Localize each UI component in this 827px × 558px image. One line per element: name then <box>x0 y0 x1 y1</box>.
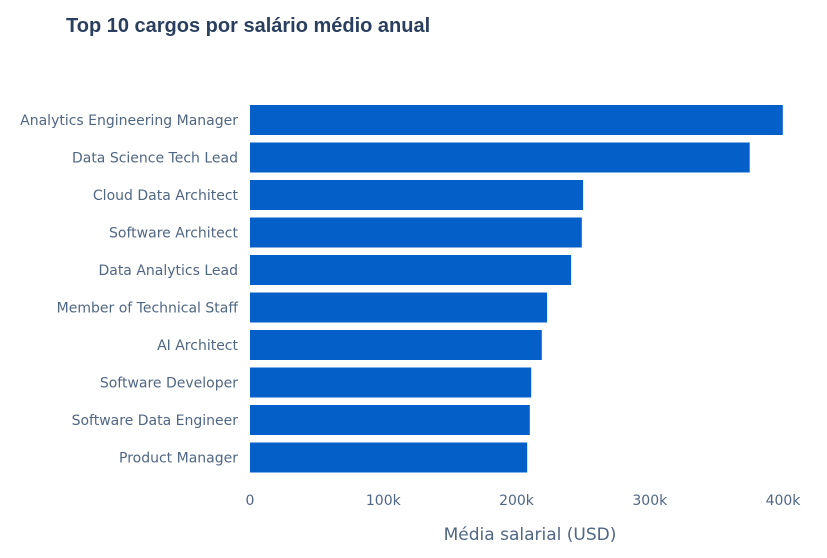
category-label: AI Architect <box>157 338 238 354</box>
bar <box>250 330 542 360</box>
category-label: Analytics Engineering Manager <box>20 113 238 129</box>
bar <box>250 142 750 173</box>
bar <box>250 367 532 398</box>
category-label: Software Data Engineer <box>72 413 239 429</box>
category-labels: Analytics Engineering Manager Data Scienc… <box>20 113 238 467</box>
chart-title: Top 10 cargos por salário médio anual <box>66 15 430 37</box>
x-tick-label: 300k <box>632 493 668 509</box>
bar <box>250 255 572 285</box>
x-tick-label: 200k <box>499 493 535 509</box>
bars-group <box>250 105 783 473</box>
bar <box>250 405 530 435</box>
category-label: Member of Technical Staff <box>57 301 239 317</box>
bar <box>250 217 582 248</box>
x-tick-label: 0 <box>246 493 255 509</box>
bar <box>250 292 548 323</box>
bar <box>250 442 528 473</box>
x-axis-title: Média salarial (USD) <box>444 525 617 545</box>
bar <box>250 180 584 210</box>
category-label: Software Architect <box>109 226 238 242</box>
category-label: Software Developer <box>100 376 238 392</box>
category-label: Data Science Tech Lead <box>72 151 238 167</box>
x-tick-label: 400k <box>766 493 802 509</box>
x-tick-label: 100k <box>366 493 402 509</box>
category-label: Data Analytics Lead <box>98 263 238 279</box>
bar <box>250 105 783 135</box>
category-label: Cloud Data Architect <box>93 188 239 204</box>
category-label: Product Manager <box>119 451 238 467</box>
x-tick-labels: 0 100k 200k 300k 400k <box>246 493 802 509</box>
